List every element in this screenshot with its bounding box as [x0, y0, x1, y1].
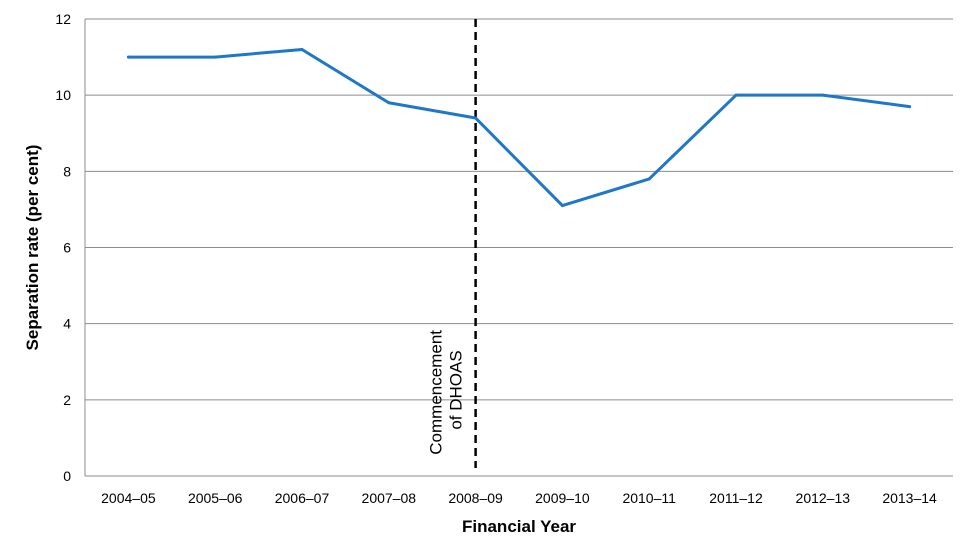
- data-point: [560, 204, 564, 208]
- x-tick-label: 2004–05: [101, 490, 156, 506]
- x-tick-label: 2009–10: [535, 490, 590, 506]
- data-point: [647, 177, 651, 181]
- x-tick-label: 2010–11: [622, 490, 676, 506]
- annotation-line-1: Commencement: [427, 330, 446, 455]
- data-point: [387, 101, 391, 105]
- y-tick-label: 10: [55, 87, 71, 103]
- data-point: [300, 47, 304, 51]
- x-tick-label: 2012–13: [796, 490, 851, 506]
- x-axis-title: Financial Year: [462, 517, 576, 536]
- series-line: [126, 47, 912, 208]
- y-tick-label: 6: [63, 240, 71, 256]
- plot-frame: [84, 19, 953, 477]
- y-axis-title: Separation rate (per cent): [23, 145, 42, 351]
- data-point: [213, 55, 217, 59]
- x-tick-label: 2005–06: [188, 490, 243, 506]
- x-tick-label: 2011–12: [709, 490, 763, 506]
- annotation-group: Commencement of DHOAS: [427, 19, 477, 468]
- y-tick-label: 12: [55, 11, 71, 27]
- series-group: [126, 47, 912, 208]
- annotation-line-2: of DHOAS: [447, 350, 466, 429]
- data-point: [474, 116, 478, 120]
- data-point: [126, 55, 130, 59]
- data-point: [734, 93, 738, 97]
- y-tick-label: 4: [63, 316, 71, 332]
- commencement-annotation: Commencement of DHOAS: [427, 325, 466, 454]
- x-axis-ticks: 2004–05 2005–06 2006–07 2007–08 2008–09 2009–…: [101, 490, 937, 506]
- x-tick-label: 2013–14: [882, 490, 937, 506]
- y-tick-label: 8: [63, 163, 71, 179]
- x-tick-label: 2007–08: [362, 490, 417, 506]
- data-point: [908, 105, 912, 109]
- x-tick-label: 2008–09: [448, 490, 503, 506]
- y-axis-ticks: 0 2 4 6 8 10 12: [55, 11, 71, 484]
- x-tick-label: 2006–07: [275, 490, 330, 506]
- data-point: [821, 93, 825, 97]
- y-tick-label: 2: [63, 392, 71, 408]
- y-tick-label: 0: [63, 468, 71, 484]
- gridlines: [85, 18, 953, 401]
